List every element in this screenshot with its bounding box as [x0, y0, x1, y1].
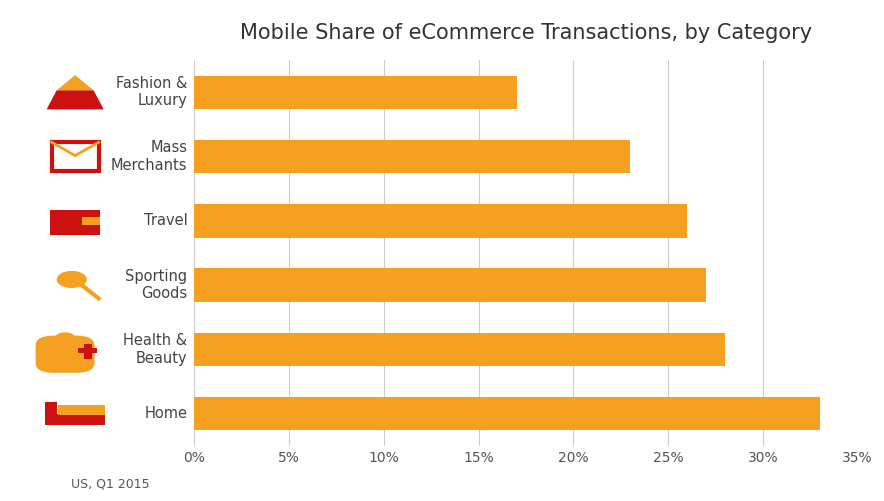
Text: US, Q1 2015: US, Q1 2015 — [71, 478, 149, 491]
Bar — [194, 140, 630, 173]
Bar — [194, 76, 516, 109]
Bar — [194, 204, 687, 237]
Bar — [194, 269, 706, 302]
Bar — [194, 333, 725, 366]
Title: Mobile Share of eCommerce Transactions, by Category: Mobile Share of eCommerce Transactions, … — [240, 23, 812, 43]
Bar — [194, 397, 819, 430]
